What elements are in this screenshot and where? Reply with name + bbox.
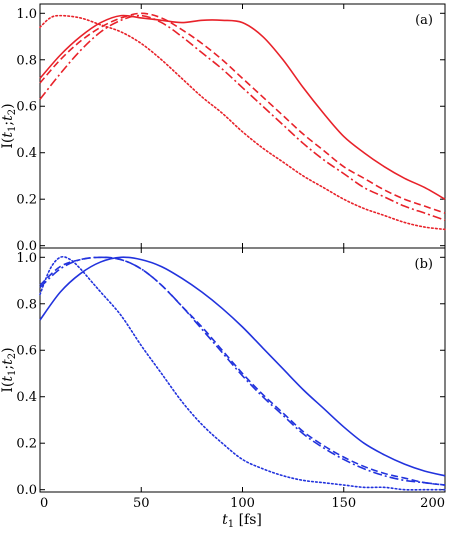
panel-b-ylabel: I(t1;t2) [0,347,18,392]
panel-a: 0.0 0.2 0.4 0.6 0.8 1.0 (a) I(t1;t2) [0,3,446,254]
x-tick-label-b: 0 [40,496,48,511]
panel-a-frame [39,3,446,249]
panel-a-ylabel: I(t1;t2) [0,103,18,148]
x-tick-label-b: 150 [331,496,356,511]
y-tick-label-a: 0.4 [16,146,37,161]
y-tick-label-b: 0.8 [16,297,37,312]
series-line-a-dotted [39,14,446,231]
y-tick-label-b: 1.0 [16,251,37,266]
panel-a-tag: (a) [415,13,433,28]
series-line-b-dotted [39,255,446,491]
y-tick-label-b: 0.4 [16,390,37,405]
panel-b-series [39,255,446,491]
panel-b-ticks: 0.0 0.2 0.4 0.6 0.8 1.0 0 50 100 150 200 [16,248,446,511]
y-tick-label-a: 0.2 [16,193,37,208]
y-tick-label-a: 1.0 [16,7,37,22]
x-tick-label-b: 200 [420,496,445,511]
series-line-b-solid [39,256,446,477]
y-tick-label-b: 0.2 [16,437,37,452]
series-line-b-dash-dot [39,256,446,486]
panel-a-series [39,12,446,231]
y-tick-label-b: 0.0 [16,483,37,498]
x-axis-label: t1 [fs] [222,512,262,530]
panel-a-ticks: 0.0 0.2 0.4 0.6 0.8 1.0 [16,4,446,254]
panel-b: 0.0 0.2 0.4 0.6 0.8 1.0 0 50 100 150 200 (b) I(t1;… [0,247,446,530]
y-tick-label-a: 0.6 [16,100,37,115]
y-tick-label-b: 0.6 [16,344,37,359]
panel-b-tag: (b) [415,257,433,272]
series-line-a-dash-dot [39,14,446,221]
series-line-a-dashed [39,12,446,214]
x-tick-label-b: 50 [133,496,150,511]
x-tick-label-b: 100 [230,496,255,511]
series-line-a-solid [39,14,446,200]
y-tick-label-a: 0.8 [16,53,37,68]
y-tick-label-a: 0.0 [16,239,37,254]
